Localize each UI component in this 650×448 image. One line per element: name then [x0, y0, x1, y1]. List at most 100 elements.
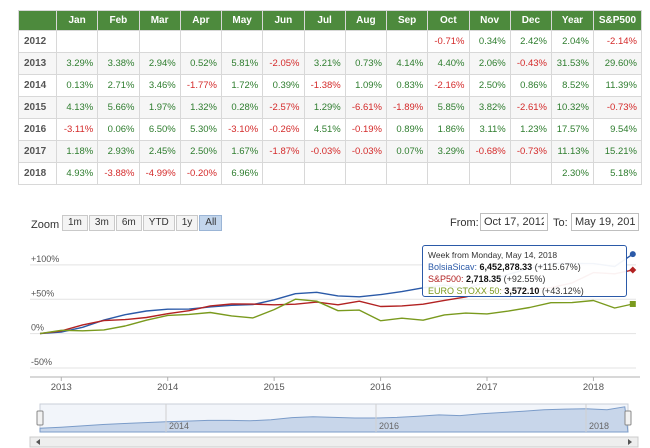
column-header: Jul: [303, 10, 346, 31]
return-cell: -2.57%: [262, 96, 305, 119]
return-cell: 10.32%: [551, 96, 594, 119]
return-cell: 1.29%: [303, 96, 346, 119]
tooltip-sp500-name: S&P500:: [428, 274, 464, 284]
return-cell: 4.93%: [55, 162, 99, 185]
return-cell: 6.96%: [220, 162, 264, 185]
from-label: From:: [450, 217, 479, 229]
zoom-button-1m[interactable]: 1m: [62, 215, 88, 231]
return-cell: 0.28%: [220, 96, 264, 119]
return-cell: -0.73%: [509, 140, 553, 163]
return-cell: 5.85%: [427, 96, 470, 119]
tooltip-stoxx-value: 3,572.10: [504, 286, 540, 296]
tooltip-row-fund: BolsiaSicav: 6,452,878.33 (+115.67%): [428, 261, 621, 273]
column-header: Nov: [468, 10, 511, 31]
tooltip-sp500-value: 2,718.35: [466, 274, 502, 284]
return-cell: 0.07%: [385, 140, 429, 163]
monthly-returns-table: Jan Feb Mar Apr May Jun Jul Aug Sep Oct Nov Dec Year…: [18, 10, 642, 185]
zoom-button-group: 1m 3m 6m YTD 1y All: [62, 215, 223, 231]
table-header-row: Jan Feb Mar Apr May Jun Jul Aug Sep Oct Nov Dec Year…: [18, 10, 642, 31]
return-cell: -0.43%: [509, 52, 553, 75]
return-cell: 5.18%: [593, 162, 642, 185]
return-cell: -0.73%: [593, 96, 642, 119]
table-row: 2018 4.93% -3.88% -4.99% -0.20% 6.96% 2.30% 5.1…: [18, 162, 642, 185]
tooltip-stoxx-change: (+43.12%): [541, 286, 584, 296]
tooltip-stoxx-name: EURO STOXX 50:: [428, 286, 502, 296]
x-tick-label: 2017: [476, 382, 497, 393]
table-row: 2015 4.13% 5.66% 1.97% 1.32% 0.28% -2.57% 1.29%…: [18, 96, 642, 119]
to-label: To:: [553, 217, 568, 229]
return-cell: -2.61%: [509, 96, 553, 119]
column-header: Dec: [509, 10, 553, 31]
return-cell: 3.29%: [427, 140, 470, 163]
chart-tooltip: Week from Monday, May 14, 2018 BolsiaSic…: [422, 245, 627, 297]
series-end-marker: [629, 300, 636, 307]
series-line-2: [39, 298, 633, 335]
tooltip-sp500-change: (+92.55%): [503, 274, 546, 284]
y-tick-label: -50%: [31, 357, 52, 367]
tooltip-row-stoxx: EURO STOXX 50: 3,572.10 (+43.12%): [428, 285, 621, 297]
navigator-tick-label: 2016: [379, 421, 399, 431]
return-cell: 2.94%: [138, 52, 181, 75]
x-tick-label: 2014: [157, 382, 178, 393]
series-end-marker: [629, 266, 637, 274]
x-tick-label: 2013: [51, 382, 72, 393]
column-header: Year: [551, 10, 594, 31]
tooltip-row-sp500: S&P500: 2,718.35 (+92.55%): [428, 273, 621, 285]
y-tick-label: +100%: [31, 254, 59, 264]
return-cell: 2.06%: [468, 52, 511, 75]
row-year: 2017: [18, 140, 57, 163]
x-tick-label: 2016: [370, 382, 391, 393]
return-cell: 5.81%: [220, 52, 264, 75]
tooltip-fund-change: (+115.67%): [534, 262, 581, 272]
column-header: Aug: [344, 10, 388, 31]
return-cell: -0.03%: [303, 140, 346, 163]
return-cell: -0.68%: [468, 140, 511, 163]
zoom-label: Zoom: [31, 219, 60, 231]
zoom-button-all[interactable]: All: [199, 215, 223, 231]
navigator-scrollbar[interactable]: [29, 436, 639, 448]
tooltip-fund-name: BolsiaSicav:: [428, 262, 478, 272]
return-cell: 29.60%: [593, 52, 642, 75]
from-date-input[interactable]: [480, 213, 548, 231]
table-row: 2013 3.29% 3.38% 2.94% 0.52% 5.81% -2.05% 3.21%…: [18, 52, 642, 75]
zoom-button-6m[interactable]: 6m: [115, 215, 142, 231]
navigator-right-handle[interactable]: [624, 410, 632, 426]
to-date-input[interactable]: [571, 213, 639, 231]
column-header: May: [220, 10, 264, 31]
column-header: Feb: [97, 10, 140, 31]
x-tick-label: 2018: [583, 382, 604, 393]
return-cell: -1.89%: [385, 96, 429, 119]
return-cell: 0.73%: [344, 52, 388, 75]
series-end-marker: [629, 251, 636, 258]
column-header: Mar: [138, 10, 181, 31]
scroll-right-arrow-icon[interactable]: [628, 439, 632, 445]
return-cell: 0.52%: [179, 52, 223, 75]
scroll-left-arrow-icon[interactable]: [36, 439, 40, 445]
column-header: Jun: [262, 10, 305, 31]
table-row: 2017 1.18% 2.93% 2.45% 2.50% 1.67% -1.87% -0.03…: [18, 140, 642, 163]
return-cell: -2.05%: [262, 52, 305, 75]
navigator-area: [39, 406, 629, 433]
navigator-left-handle[interactable]: [36, 410, 44, 426]
return-cell: 31.53%: [551, 52, 594, 75]
tooltip-header: Week from Monday, May 14, 2018: [428, 250, 558, 260]
row-year: 2015: [18, 96, 57, 119]
return-cell: [509, 162, 553, 185]
zoom-button-1y[interactable]: 1y: [175, 215, 199, 231]
navigator-tick-label: 2014: [169, 421, 189, 431]
return-cell: 1.97%: [138, 96, 181, 119]
y-tick-label: +50%: [31, 288, 54, 298]
column-header: Jan: [55, 10, 99, 31]
return-cell: 5.66%: [97, 96, 140, 119]
return-cell: 3.21%: [303, 52, 346, 75]
header-corner: [18, 10, 57, 31]
zoom-button-ytd[interactable]: YTD: [142, 215, 175, 231]
zoom-button-3m[interactable]: 3m: [88, 215, 115, 231]
tooltip-fund-value: 6,452,878.33: [479, 262, 533, 272]
x-tick-label: 2015: [264, 382, 285, 393]
y-tick-label: 0%: [31, 323, 44, 333]
row-year: 2013: [18, 52, 57, 75]
return-cell: 2.50%: [179, 140, 223, 163]
